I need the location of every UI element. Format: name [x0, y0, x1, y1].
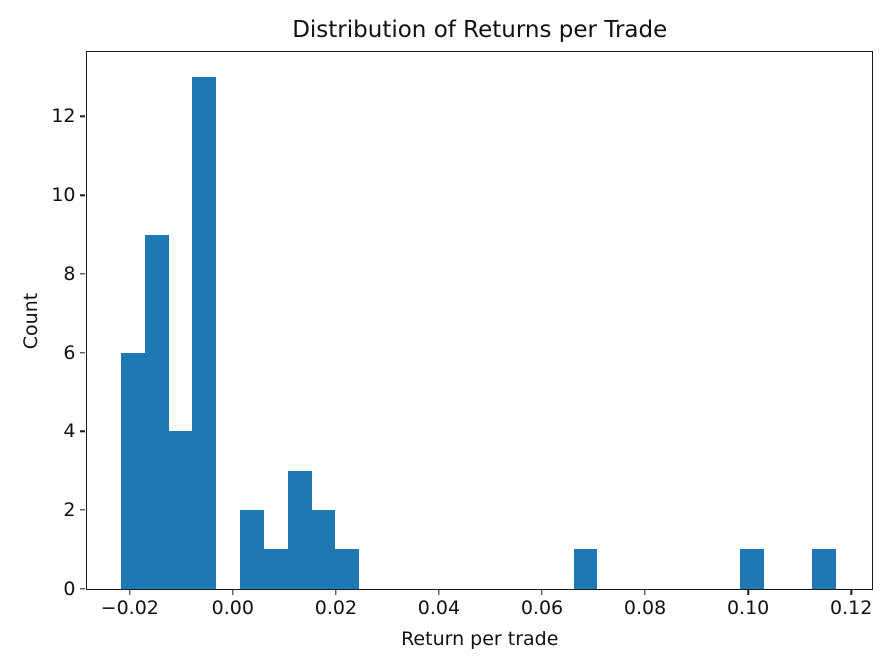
histogram-bar — [263, 549, 288, 589]
histogram-bar — [192, 77, 217, 589]
y-tick — [80, 509, 85, 511]
x-axis-label: Return per trade — [401, 628, 559, 650]
x-tick — [850, 590, 852, 596]
y-tick-label: 2 — [63, 499, 76, 522]
x-tick — [438, 590, 440, 596]
chart-title: Distribution of Returns per Trade — [292, 17, 668, 43]
histogram-bar — [811, 549, 836, 589]
histogram-bar — [121, 352, 145, 589]
x-tick — [129, 590, 131, 596]
histogram-bar — [144, 234, 169, 589]
y-tick — [80, 430, 85, 433]
y-tick — [80, 588, 85, 590]
y-tick-label: 4 — [63, 420, 76, 443]
x-tick-label: 0.02 — [314, 596, 358, 619]
y-tick — [80, 194, 85, 196]
histogram-bar — [335, 549, 360, 589]
x-tick-label: 0.00 — [211, 596, 254, 619]
x-tick — [644, 590, 646, 596]
histogram-bar — [573, 549, 598, 589]
plot-area: −0.02 0.00 0.02 0.04 0.06 0.08 0.10 0.12 0 2 4 6 8 10… — [51, 50, 873, 619]
histogram-bar — [168, 431, 193, 589]
y-tick — [80, 351, 85, 354]
x-tick — [232, 590, 234, 596]
x-tick-label: 0.08 — [623, 596, 667, 619]
x-tick-label: 0.12 — [830, 596, 873, 619]
y-tick-label: 0 — [63, 577, 76, 600]
histogram-bar — [740, 549, 765, 589]
y-tick-label: 10 — [51, 184, 76, 207]
y-tick-label: 6 — [63, 341, 76, 364]
x-tick-label: 0.04 — [417, 596, 461, 619]
x-tick — [541, 590, 543, 596]
y-tick-label: 12 — [51, 105, 76, 128]
histogram-bar — [240, 510, 264, 589]
y-tick — [80, 273, 85, 275]
x-tick-label: 0.10 — [726, 596, 770, 619]
y-tick-label: 8 — [63, 262, 76, 285]
x-tick — [335, 590, 337, 596]
y-axis-label: Count — [20, 292, 42, 350]
x-tick — [747, 590, 749, 596]
x-tick-label: −0.02 — [100, 596, 159, 619]
y-tick — [80, 115, 85, 118]
x-tick-label: 0.06 — [520, 596, 564, 619]
histogram-bar — [311, 510, 336, 589]
histogram-bar — [287, 470, 312, 589]
